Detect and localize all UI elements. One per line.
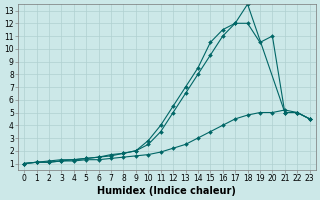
X-axis label: Humidex (Indice chaleur): Humidex (Indice chaleur) bbox=[98, 186, 236, 196]
